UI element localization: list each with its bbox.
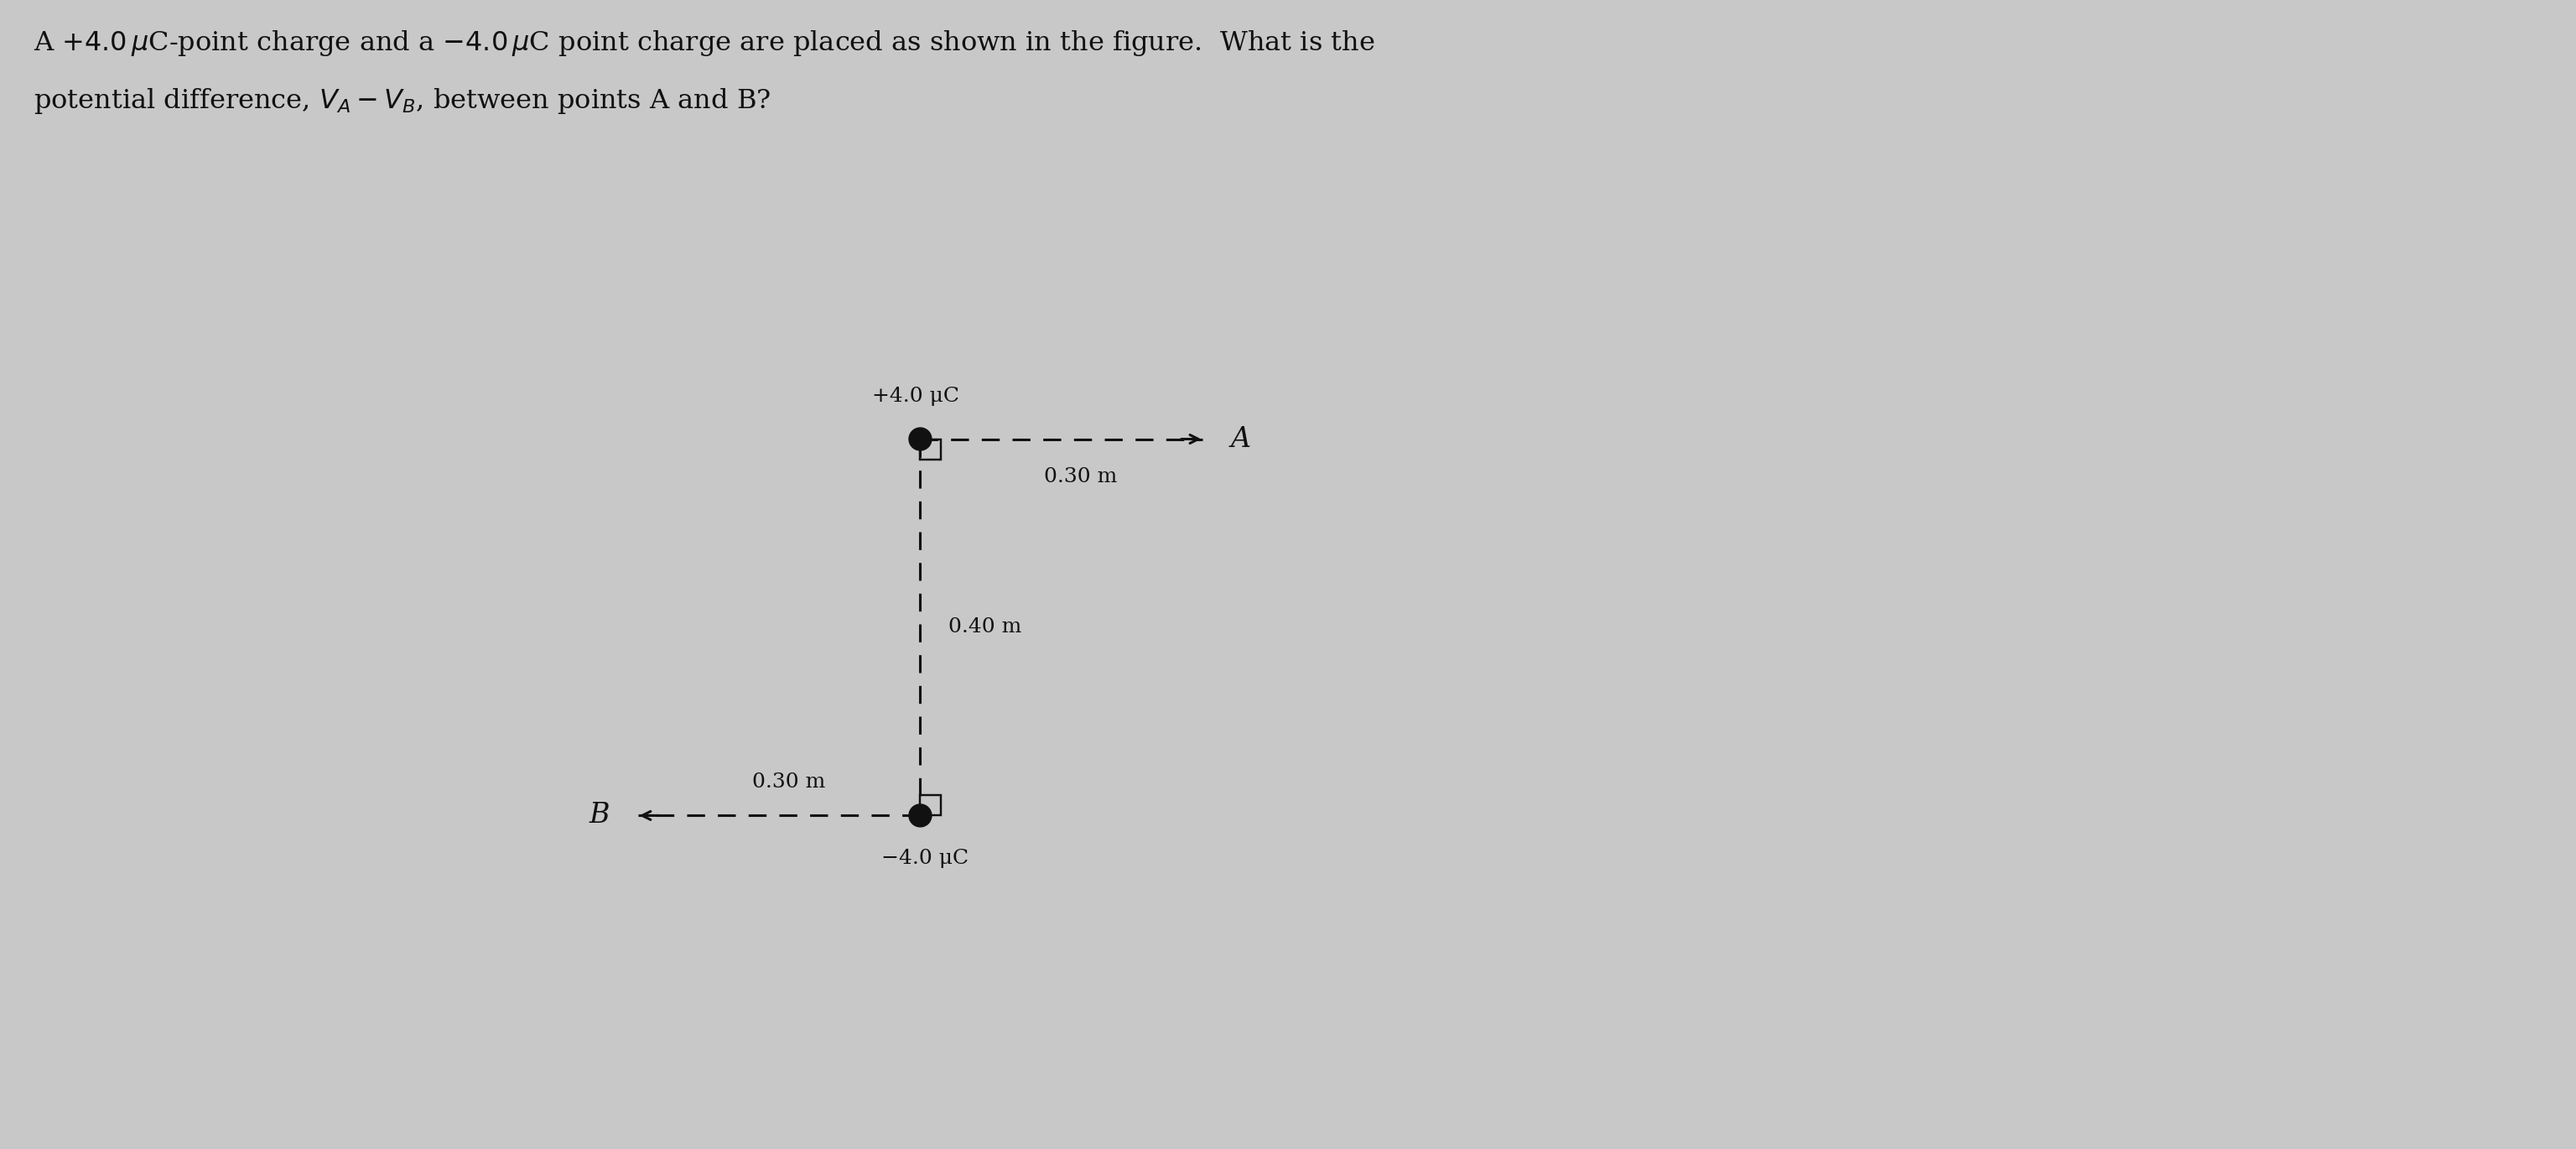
Circle shape (909, 427, 933, 450)
Text: A: A (1231, 425, 1252, 453)
Text: 0.30 m: 0.30 m (752, 773, 824, 792)
Text: +4.0 μC: +4.0 μC (871, 387, 958, 406)
Text: A $+4.0\,\mu$C-point charge and a $-4.0\,\mu$C point charge are placed as shown : A $+4.0\,\mu$C-point charge and a $-4.0\… (33, 29, 1376, 59)
Text: B: B (590, 802, 611, 828)
Circle shape (909, 804, 933, 827)
Bar (920, 439, 940, 460)
Text: 0.30 m: 0.30 m (1043, 468, 1118, 486)
Text: potential difference, $V_A - V_B$, between points A and B?: potential difference, $V_A - V_B$, betwe… (33, 86, 770, 116)
Bar (920, 795, 940, 816)
Text: −4.0 μC: −4.0 μC (881, 848, 969, 867)
Text: 0.40 m: 0.40 m (948, 618, 1023, 637)
